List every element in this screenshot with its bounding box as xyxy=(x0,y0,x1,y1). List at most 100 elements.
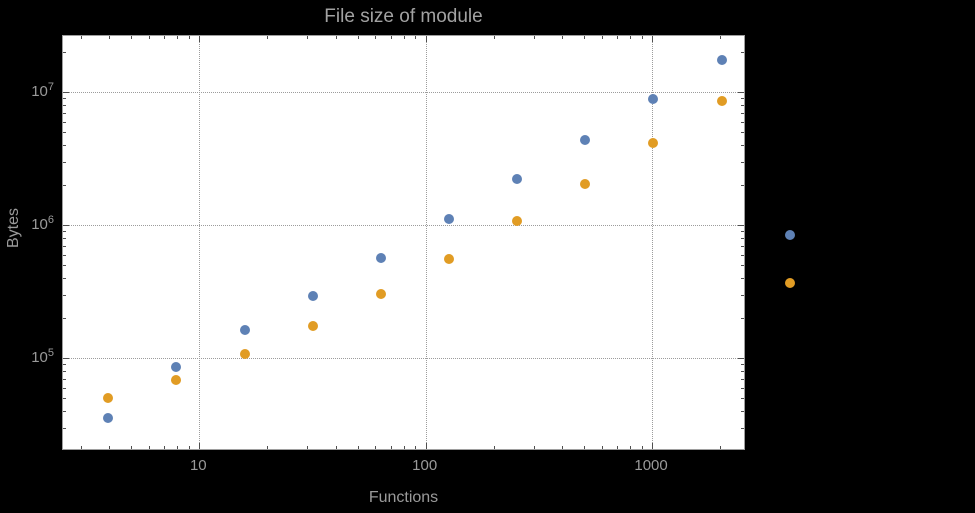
x-minor-tick xyxy=(493,36,495,39)
plot-area xyxy=(62,35,745,450)
y-minor-tick xyxy=(63,254,66,256)
y-minor-tick xyxy=(741,237,744,239)
y-minor-tick xyxy=(63,121,66,123)
x-minor-tick xyxy=(335,36,337,39)
y-minor-tick xyxy=(63,265,66,267)
y-minor-tick xyxy=(741,398,744,400)
chart-title: File size of module xyxy=(324,6,483,27)
x-minor-tick xyxy=(641,36,643,39)
x-minor-tick xyxy=(164,446,166,449)
y-major-tick xyxy=(738,358,744,360)
x-minor-tick xyxy=(149,36,151,39)
y-minor-tick xyxy=(741,318,744,319)
x-minor-tick xyxy=(415,446,417,449)
x-minor-tick xyxy=(80,36,82,39)
x-minor-tick xyxy=(601,36,603,39)
y-minor-tick xyxy=(63,132,66,134)
y-minor-tick xyxy=(741,98,744,100)
y-minor-tick xyxy=(63,104,66,106)
y-minor-tick xyxy=(63,410,66,412)
x-minor-tick xyxy=(335,446,337,449)
y-major-tick xyxy=(63,358,69,360)
y-minor-tick xyxy=(63,427,66,429)
y-minor-tick xyxy=(741,410,744,412)
x-minor-tick xyxy=(583,446,585,449)
x-minor-tick xyxy=(357,36,359,39)
y-minor-tick xyxy=(63,237,66,239)
y-minor-tick xyxy=(741,277,744,279)
y-minor-tick xyxy=(741,364,744,366)
x-minor-tick xyxy=(720,36,722,39)
y-minor-tick xyxy=(741,427,744,429)
x-minor-tick xyxy=(357,446,359,449)
y-tick-label: 105 xyxy=(31,347,54,367)
y-minor-tick xyxy=(741,294,744,296)
x-minor-tick xyxy=(188,446,190,449)
x-major-tick xyxy=(425,443,427,449)
y-tick-label: 106 xyxy=(31,214,54,234)
y-minor-tick xyxy=(63,245,66,247)
y-minor-tick xyxy=(63,231,66,233)
y-minor-tick xyxy=(63,294,66,296)
x-minor-tick xyxy=(307,446,309,449)
exponent: 5 xyxy=(47,347,54,360)
y-axis-label: Bytes xyxy=(5,207,22,249)
y-minor-tick xyxy=(741,245,744,247)
y-minor-tick xyxy=(741,231,744,233)
x-minor-tick xyxy=(630,446,632,449)
x-minor-tick xyxy=(403,446,405,449)
x-major-tick xyxy=(652,36,654,42)
y-minor-tick xyxy=(63,52,66,54)
x-major-tick xyxy=(199,443,201,449)
y-minor-tick xyxy=(741,121,744,123)
x-minor-tick xyxy=(561,36,563,39)
x-minor-tick xyxy=(375,446,377,449)
x-minor-tick xyxy=(720,446,722,449)
y-minor-tick xyxy=(741,185,744,187)
x-minor-tick xyxy=(80,446,82,449)
x-minor-tick xyxy=(177,36,179,39)
data-point-orange xyxy=(784,278,795,289)
y-minor-tick xyxy=(741,378,744,380)
x-major-tick xyxy=(652,443,654,449)
x-minor-tick xyxy=(177,446,179,449)
y-major-tick xyxy=(63,225,69,227)
x-minor-tick xyxy=(375,36,377,39)
x-minor-tick xyxy=(630,36,632,39)
y-minor-tick xyxy=(63,364,66,366)
x-minor-tick xyxy=(641,446,643,449)
y-major-tick xyxy=(63,92,69,94)
y-minor-tick xyxy=(63,144,66,146)
y-minor-tick xyxy=(63,161,66,163)
exponent: 6 xyxy=(47,214,54,227)
x-minor-tick xyxy=(583,36,585,39)
y-minor-tick xyxy=(741,132,744,134)
y-minor-tick xyxy=(741,254,744,256)
x-minor-tick xyxy=(601,446,603,449)
x-gridline xyxy=(652,36,654,449)
y-gridline xyxy=(63,358,744,360)
x-minor-tick xyxy=(267,36,269,39)
x-axis-label: Functions xyxy=(368,489,439,506)
x-minor-tick xyxy=(561,446,563,449)
y-minor-tick xyxy=(63,387,66,389)
y-minor-tick xyxy=(741,52,744,54)
x-minor-tick xyxy=(131,446,133,449)
y-minor-tick xyxy=(63,398,66,400)
y-minor-tick xyxy=(741,161,744,163)
x-minor-tick xyxy=(267,446,269,449)
x-major-tick xyxy=(199,36,201,42)
x-tick-label: 1000 xyxy=(634,457,668,474)
y-minor-tick xyxy=(63,98,66,100)
x-minor-tick xyxy=(390,446,392,449)
x-minor-tick xyxy=(307,36,309,39)
x-tick-label: 10 xyxy=(189,457,207,474)
x-gridline xyxy=(425,36,427,449)
x-minor-tick xyxy=(131,36,133,39)
x-minor-tick xyxy=(533,446,535,449)
x-minor-tick xyxy=(533,36,535,39)
x-minor-tick xyxy=(390,36,392,39)
y-minor-tick xyxy=(63,112,66,114)
y-minor-tick xyxy=(741,104,744,106)
